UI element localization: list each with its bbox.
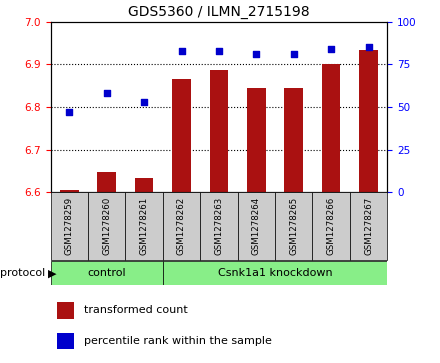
Text: GSM1278267: GSM1278267 xyxy=(364,197,373,255)
Bar xyxy=(322,65,341,192)
Bar xyxy=(209,70,228,192)
Bar xyxy=(359,49,378,192)
Text: GSM1278266: GSM1278266 xyxy=(326,197,336,255)
Title: GDS5360 / ILMN_2715198: GDS5360 / ILMN_2715198 xyxy=(128,5,310,19)
Point xyxy=(141,99,148,105)
Bar xyxy=(97,172,116,192)
Bar xyxy=(350,192,387,260)
Bar xyxy=(200,192,238,260)
Bar xyxy=(57,302,74,319)
Text: GSM1278260: GSM1278260 xyxy=(102,197,111,255)
Bar xyxy=(51,192,88,260)
Bar xyxy=(238,192,275,260)
Bar xyxy=(247,88,266,192)
Bar xyxy=(88,192,125,260)
Text: control: control xyxy=(88,268,126,278)
Text: transformed count: transformed count xyxy=(84,305,188,315)
Point xyxy=(178,48,185,54)
Text: GSM1278259: GSM1278259 xyxy=(65,197,74,255)
Bar xyxy=(57,333,74,349)
Point xyxy=(327,46,335,52)
Bar xyxy=(163,192,200,260)
Text: GSM1278261: GSM1278261 xyxy=(139,197,149,255)
Point xyxy=(290,51,297,57)
Text: percentile rank within the sample: percentile rank within the sample xyxy=(84,336,272,346)
Bar xyxy=(135,178,154,192)
Bar xyxy=(275,192,312,260)
Point xyxy=(66,109,73,115)
Text: protocol: protocol xyxy=(0,268,48,278)
Bar xyxy=(284,88,303,192)
Bar xyxy=(125,192,163,260)
Point xyxy=(103,90,110,96)
Text: GSM1278262: GSM1278262 xyxy=(177,197,186,255)
Text: Csnk1a1 knockdown: Csnk1a1 knockdown xyxy=(218,268,332,278)
Bar xyxy=(51,261,163,285)
Bar xyxy=(60,190,79,192)
Point xyxy=(253,51,260,57)
Point xyxy=(216,48,223,54)
Point xyxy=(365,45,372,50)
Bar xyxy=(163,261,387,285)
Bar xyxy=(172,79,191,192)
Text: GSM1278265: GSM1278265 xyxy=(289,197,298,255)
Bar xyxy=(312,192,350,260)
Text: ▶: ▶ xyxy=(48,268,57,278)
Text: GSM1278263: GSM1278263 xyxy=(214,197,224,255)
Text: GSM1278264: GSM1278264 xyxy=(252,197,261,255)
